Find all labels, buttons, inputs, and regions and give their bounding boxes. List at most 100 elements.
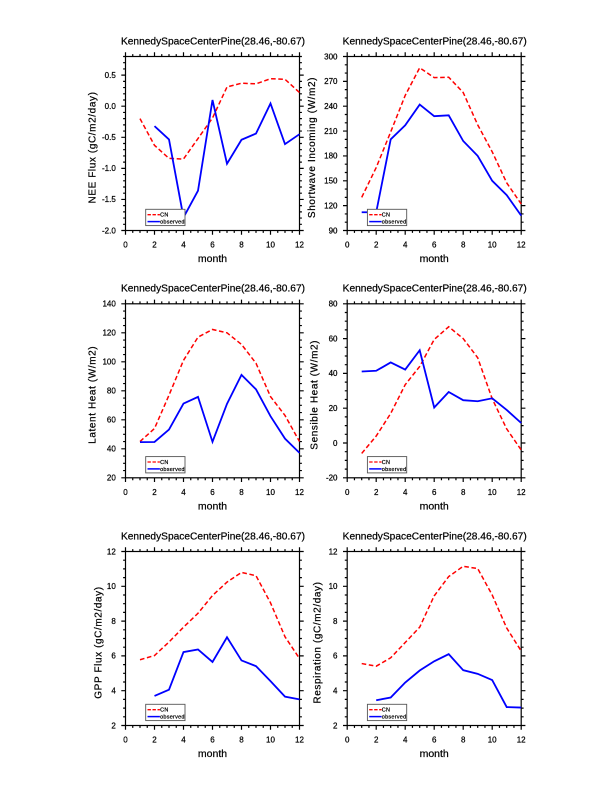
- svg-text:4: 4: [403, 488, 408, 497]
- svg-text:4: 4: [403, 736, 408, 745]
- svg-text:CN: CN: [160, 708, 168, 714]
- svg-text:CN: CN: [160, 213, 168, 219]
- svg-text:-1.0: -1.0: [102, 164, 116, 173]
- svg-text:GPP Flux (gC/m2/day): GPP Flux (gC/m2/day): [94, 586, 105, 698]
- svg-text:-1.5: -1.5: [102, 195, 116, 204]
- svg-text:month: month: [198, 253, 227, 265]
- svg-text:12: 12: [517, 241, 526, 250]
- svg-text:12: 12: [329, 547, 338, 556]
- svg-text:0: 0: [123, 488, 128, 497]
- svg-text:10: 10: [266, 736, 275, 745]
- svg-text:6: 6: [432, 736, 437, 745]
- svg-text:month: month: [420, 253, 449, 265]
- svg-text:10: 10: [329, 582, 338, 591]
- svg-text:Latent Heat (W/m2): Latent Heat (W/m2): [88, 346, 99, 444]
- svg-text:observed: observed: [382, 467, 407, 473]
- svg-text:12: 12: [517, 736, 526, 745]
- svg-text:100: 100: [102, 358, 116, 367]
- svg-text:4: 4: [111, 687, 116, 696]
- svg-text:observed: observed: [382, 715, 407, 721]
- svg-text:2: 2: [152, 241, 157, 250]
- svg-text:0.0: 0.0: [105, 102, 117, 111]
- svg-text:40: 40: [329, 369, 338, 378]
- svg-text:CN: CN: [160, 460, 168, 466]
- svg-text:0: 0: [345, 488, 350, 497]
- svg-text:-0.5: -0.5: [102, 133, 116, 142]
- svg-text:2: 2: [374, 736, 379, 745]
- svg-text:0: 0: [345, 241, 350, 250]
- svg-text:120: 120: [102, 329, 116, 338]
- svg-text:2: 2: [111, 721, 116, 730]
- svg-text:observed: observed: [160, 220, 185, 226]
- svg-text:8: 8: [461, 488, 466, 497]
- svg-text:KennedySpaceCenterPine(28.46,-: KennedySpaceCenterPine(28.46,-80.67): [343, 531, 527, 542]
- svg-text:2: 2: [374, 241, 379, 250]
- svg-text:210: 210: [324, 127, 338, 136]
- svg-text:6: 6: [333, 652, 338, 661]
- svg-text:-2.0: -2.0: [102, 226, 116, 235]
- svg-text:8: 8: [461, 241, 466, 250]
- svg-text:8: 8: [111, 617, 116, 626]
- svg-text:10: 10: [488, 241, 497, 250]
- svg-text:120: 120: [324, 201, 338, 210]
- svg-text:CN: CN: [382, 213, 390, 219]
- svg-text:CN: CN: [382, 708, 390, 714]
- svg-text:0: 0: [345, 736, 350, 745]
- svg-text:140: 140: [102, 300, 116, 309]
- svg-text:10: 10: [107, 582, 116, 591]
- svg-text:Respiration (gC/m2/day): Respiration (gC/m2/day): [313, 581, 324, 703]
- svg-text:12: 12: [107, 547, 116, 556]
- svg-text:300: 300: [324, 52, 338, 61]
- svg-text:month: month: [198, 500, 227, 512]
- svg-text:KennedySpaceCenterPine(28.46,-: KennedySpaceCenterPine(28.46,-80.67): [121, 284, 305, 295]
- svg-text:NEE Flux (gC/m2/day): NEE Flux (gC/m2/day): [88, 91, 99, 203]
- svg-text:2: 2: [374, 488, 379, 497]
- svg-text:6: 6: [432, 488, 437, 497]
- svg-text:0: 0: [333, 439, 338, 448]
- svg-text:12: 12: [295, 736, 304, 745]
- svg-text:8: 8: [239, 241, 244, 250]
- svg-text:12: 12: [517, 488, 526, 497]
- svg-text:8: 8: [239, 488, 244, 497]
- svg-text:6: 6: [432, 241, 437, 250]
- svg-text:6: 6: [210, 488, 215, 497]
- svg-text:2: 2: [152, 488, 157, 497]
- svg-text:Sensible Heat (W/m2): Sensible Heat (W/m2): [310, 340, 321, 450]
- svg-text:Shortwave Incoming (W/m2): Shortwave Incoming (W/m2): [307, 77, 318, 218]
- svg-text:10: 10: [488, 488, 497, 497]
- svg-text:150: 150: [324, 177, 338, 186]
- svg-text:month: month: [420, 748, 449, 760]
- svg-text:180: 180: [324, 152, 338, 161]
- svg-text:60: 60: [107, 416, 116, 425]
- svg-text:4: 4: [181, 241, 186, 250]
- svg-text:observed: observed: [160, 715, 185, 721]
- svg-text:4: 4: [181, 736, 186, 745]
- svg-text:8: 8: [239, 736, 244, 745]
- svg-text:20: 20: [107, 474, 116, 483]
- svg-text:6: 6: [210, 736, 215, 745]
- svg-text:month: month: [198, 748, 227, 760]
- svg-text:month: month: [420, 500, 449, 512]
- svg-text:12: 12: [295, 241, 304, 250]
- svg-text:2: 2: [152, 736, 157, 745]
- svg-text:10: 10: [266, 241, 275, 250]
- svg-text:60: 60: [329, 334, 338, 343]
- svg-text:80: 80: [329, 300, 338, 309]
- svg-text:CN: CN: [382, 460, 390, 466]
- svg-text:0: 0: [123, 241, 128, 250]
- svg-text:6: 6: [210, 241, 215, 250]
- svg-text:observed: observed: [160, 467, 185, 473]
- svg-text:-20: -20: [326, 474, 338, 483]
- svg-text:KennedySpaceCenterPine(28.46,-: KennedySpaceCenterPine(28.46,-80.67): [121, 36, 305, 47]
- svg-text:12: 12: [295, 488, 304, 497]
- svg-text:KennedySpaceCenterPine(28.46,-: KennedySpaceCenterPine(28.46,-80.67): [343, 36, 527, 47]
- svg-text:80: 80: [107, 387, 116, 396]
- svg-text:8: 8: [461, 736, 466, 745]
- svg-text:2: 2: [333, 721, 338, 730]
- svg-text:observed: observed: [382, 220, 407, 226]
- svg-text:240: 240: [324, 102, 338, 111]
- svg-text:0.5: 0.5: [105, 71, 117, 80]
- svg-text:10: 10: [266, 488, 275, 497]
- svg-text:6: 6: [111, 652, 116, 661]
- svg-text:4: 4: [403, 241, 408, 250]
